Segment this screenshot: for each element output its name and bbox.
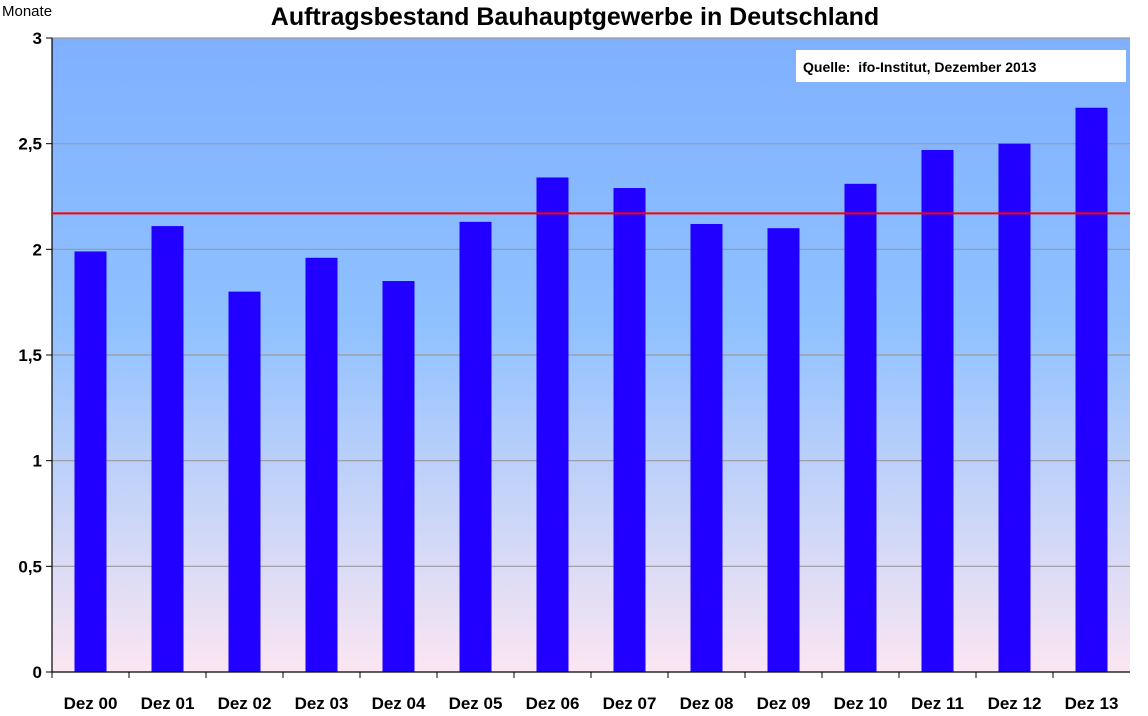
y-tick-label: 2 — [33, 240, 42, 259]
y-tick-label: 2,5 — [18, 135, 42, 154]
bar — [844, 183, 877, 672]
y-tick-label: 1 — [33, 452, 42, 471]
axes — [46, 37, 1130, 678]
x-tick-label: Dez 04 — [372, 694, 426, 713]
bar — [613, 188, 646, 672]
x-tick-label: Dez 10 — [834, 694, 888, 713]
bar — [1075, 107, 1108, 673]
bar — [767, 228, 800, 672]
x-tick-label: Dez 07 — [603, 694, 657, 713]
bar — [998, 143, 1031, 672]
x-tick-label: Dez 06 — [526, 694, 580, 713]
y-axis-label: Monate — [2, 3, 52, 20]
x-tick-label: Dez 08 — [680, 694, 734, 713]
x-tick-label: Dez 05 — [449, 694, 503, 713]
y-tick-label: 3 — [33, 29, 42, 48]
bar — [305, 257, 338, 672]
y-tick-labels: 0 0,5 1 1,5 2 2,5 3 — [18, 29, 42, 682]
bar — [382, 281, 415, 672]
chart-title: Auftragsbestand Bauhauptgewerbe in Deuts… — [271, 3, 879, 31]
bar — [459, 221, 492, 673]
bars — [74, 107, 1108, 673]
x-tick-label: Dez 09 — [757, 694, 811, 713]
x-tick-label: Dez 12 — [988, 694, 1042, 713]
bar — [74, 251, 107, 673]
bar — [151, 226, 184, 672]
bar — [228, 291, 261, 672]
bar — [536, 177, 569, 673]
bar — [921, 150, 954, 673]
x-tick-labels: Dez 00 Dez 01 Dez 02 Dez 03 Dez 04 Dez 05 Dez … — [64, 694, 1119, 713]
y-tick-label: 0,5 — [18, 557, 42, 576]
x-tick-label: Dez 01 — [141, 694, 195, 713]
x-tick-label: Dez 02 — [218, 694, 272, 713]
y-tick-label: 1,5 — [18, 346, 42, 365]
y-tick-label: 0 — [33, 663, 42, 682]
x-tick-label: Dez 00 — [64, 694, 118, 713]
source-note: Quelle: ifo-Institut, Dezember 2013 — [803, 59, 1037, 75]
x-tick-label: Dez 03 — [295, 694, 349, 713]
x-tick-label: Dez 13 — [1065, 694, 1119, 713]
bar — [690, 223, 723, 672]
source-box — [796, 50, 1126, 82]
x-tick-label: Dez 11 — [911, 694, 964, 713]
